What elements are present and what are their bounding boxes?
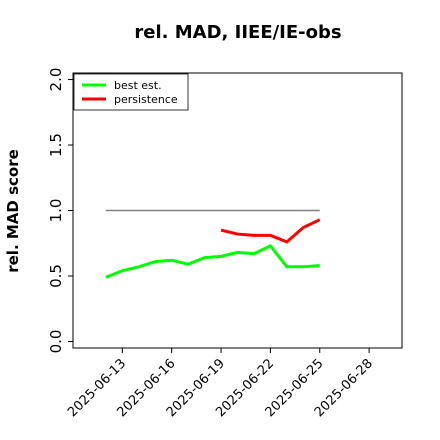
- y-axis-label: rel. MAD score: [4, 149, 22, 273]
- y-tick-label: 0.0: [47, 330, 65, 354]
- series-line: [105, 243, 320, 279]
- legend-label: best est.: [114, 79, 162, 92]
- y-tick-label: 1.0: [47, 199, 65, 223]
- y-tick-label: 0.5: [47, 264, 65, 288]
- series-line: [220, 218, 321, 244]
- legend-box: [73, 73, 189, 111]
- y-tick-label: 2.0: [47, 68, 65, 92]
- y-tick-label: 1.5: [47, 133, 65, 157]
- legend-label: persistence: [114, 93, 178, 106]
- chart-title: rel. MAD, IIEE/IE-obs: [134, 22, 341, 43]
